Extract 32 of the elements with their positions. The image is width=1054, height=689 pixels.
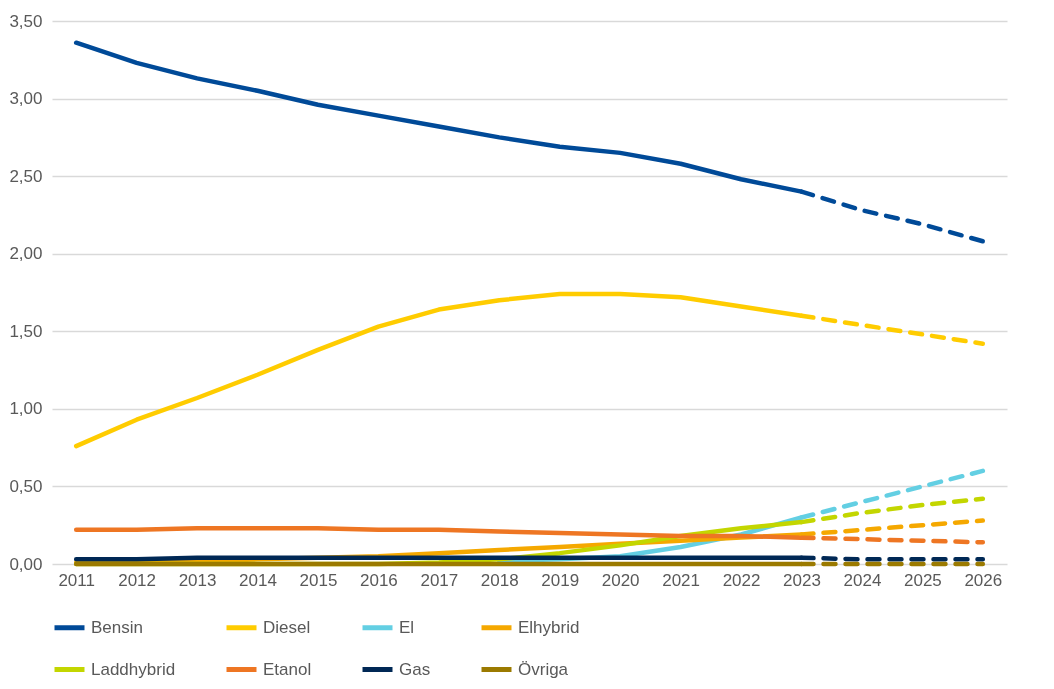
legend-label: Gas [399,659,431,679]
x-tick-label: 2024 [843,570,882,590]
legend-label: El [399,617,415,637]
x-tick-label: 2026 [964,570,1003,590]
x-tick-label: 2011 [58,570,95,590]
y-tick-label: 2,00 [9,244,43,264]
x-tick-label: 2012 [118,570,157,590]
y-tick-label: 0,00 [9,554,43,574]
x-tick-label: 2023 [783,570,821,590]
legend-label: Diesel [263,617,311,637]
x-tick-label: 2016 [359,570,398,590]
legend-label: Laddhybrid [91,659,176,679]
y-tick-label: 2,50 [9,166,43,186]
x-tick-label: 2019 [541,570,580,590]
x-tick-label: 2022 [722,570,761,590]
legend-label: Etanol [263,659,312,679]
x-tick-label: 2013 [178,570,217,590]
legend-label: Övriga [518,659,569,679]
x-tick-label: 2021 [662,570,701,590]
x-tick-label: 2018 [480,570,519,590]
legend-label: Bensin [91,617,143,637]
x-tick-label: 2015 [299,570,338,590]
y-tick-label: 3,00 [9,89,43,109]
y-tick-label: 1,50 [9,321,43,341]
y-tick-label: 3,50 [9,11,43,31]
y-tick-label: 1,00 [9,399,43,419]
x-tick-label: 2017 [420,570,459,590]
x-tick-label: 2025 [903,570,942,590]
x-tick-label: 2014 [239,570,277,590]
x-tick-label: 2020 [601,570,640,590]
legend-label: Elhybrid [518,617,580,637]
y-tick-label: 0,50 [9,476,43,496]
